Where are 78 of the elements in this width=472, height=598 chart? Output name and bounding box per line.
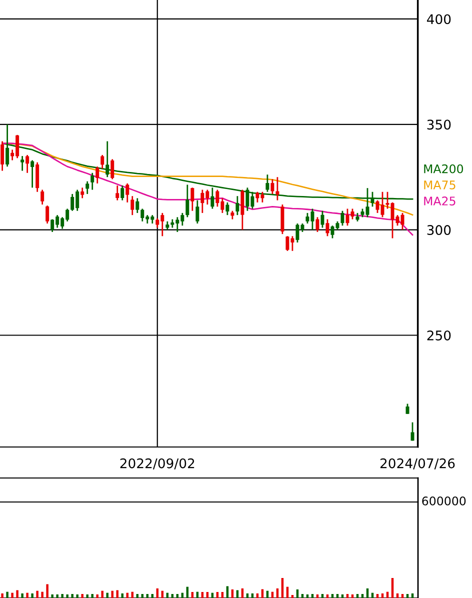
bar xyxy=(66,594,68,598)
bar xyxy=(236,590,239,598)
candlestick xyxy=(110,158,114,180)
bar xyxy=(141,594,144,598)
candlestick xyxy=(96,166,100,184)
candlestick xyxy=(186,184,190,218)
bar xyxy=(36,590,38,598)
bar xyxy=(96,594,98,598)
candlestick xyxy=(326,218,330,237)
x-tick-label: 2024/07/26 xyxy=(380,458,455,470)
candlestick xyxy=(190,186,194,212)
bar xyxy=(121,593,124,598)
bar xyxy=(226,586,229,598)
bar xyxy=(76,594,78,598)
candlestick xyxy=(126,182,130,204)
bar xyxy=(71,594,74,598)
bar xyxy=(126,592,128,598)
bar xyxy=(1,593,4,598)
candlestick xyxy=(406,403,410,415)
candlestick xyxy=(136,198,140,214)
candlestick xyxy=(320,210,324,228)
bar xyxy=(16,590,18,598)
bar xyxy=(116,590,118,598)
bar xyxy=(11,592,14,598)
text: MA25 xyxy=(424,196,456,206)
y-tick-label: 250 xyxy=(427,330,451,340)
bar xyxy=(61,594,64,598)
text: MA75 xyxy=(424,180,456,190)
candlestick xyxy=(80,186,84,199)
bar xyxy=(31,593,34,598)
bar xyxy=(46,584,48,598)
bar xyxy=(111,590,114,598)
bar xyxy=(261,589,264,598)
bar xyxy=(86,594,88,598)
candlestick xyxy=(410,422,414,442)
bar xyxy=(41,592,44,598)
candlestick xyxy=(46,204,50,224)
bar xyxy=(91,594,94,598)
bar xyxy=(151,594,154,598)
candlestick xyxy=(266,174,270,193)
bar xyxy=(26,592,28,598)
candlestick xyxy=(86,180,90,195)
y-tick-label: 350 xyxy=(427,120,451,130)
text: MA200 xyxy=(424,164,464,174)
candlestick xyxy=(236,195,240,216)
bar xyxy=(146,594,148,598)
bar xyxy=(56,594,58,598)
candlestick xyxy=(40,189,44,206)
candlestick xyxy=(130,195,134,216)
y-tick-label: 300 xyxy=(427,225,451,236)
candlestick xyxy=(226,202,230,216)
candlestick xyxy=(340,210,344,226)
bar xyxy=(6,592,8,598)
bar xyxy=(136,594,138,598)
candlestick xyxy=(270,178,274,195)
candlestick xyxy=(196,200,200,224)
candlestick xyxy=(20,155,24,172)
candlestick xyxy=(90,172,94,190)
candlestick xyxy=(0,140,4,172)
candlestick xyxy=(120,184,124,201)
bar xyxy=(156,588,158,598)
candlestick xyxy=(26,154,30,174)
bar xyxy=(81,594,84,598)
bar xyxy=(21,593,24,598)
candlestick xyxy=(100,154,104,170)
bar xyxy=(101,590,104,598)
candlestick xyxy=(116,184,120,201)
candlestick xyxy=(30,160,34,188)
y-tick-label: 400 xyxy=(426,14,451,24)
x-tick-label: 2022/09/02 xyxy=(120,458,194,470)
bar xyxy=(51,594,54,598)
candlestick xyxy=(276,176,280,201)
text: 600000 xyxy=(422,496,466,506)
candlestick xyxy=(240,189,244,231)
bar xyxy=(131,592,134,598)
candlestick xyxy=(36,162,40,193)
candlestick xyxy=(316,216,320,233)
bar xyxy=(106,592,108,598)
